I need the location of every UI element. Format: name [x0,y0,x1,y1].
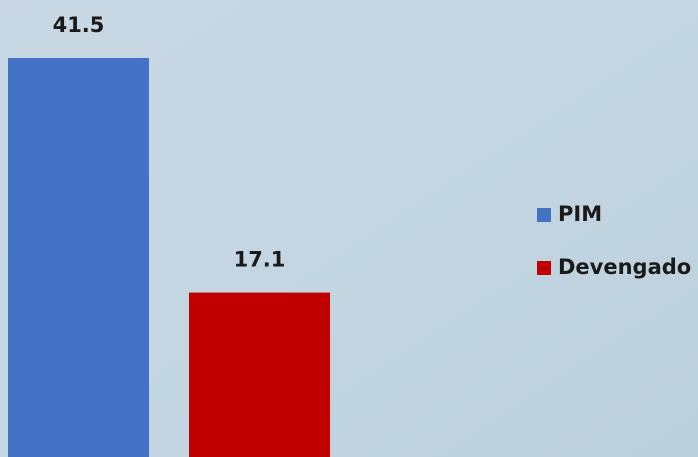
legend-swatch [537,261,551,275]
value-label: 17.1 [234,248,286,272]
bar [8,58,149,457]
legend-label: Devengado [558,255,691,279]
bar [189,292,330,457]
value-label: 41.5 [53,13,105,37]
legend-label: PIM [558,202,602,226]
legend-swatch [537,208,551,222]
